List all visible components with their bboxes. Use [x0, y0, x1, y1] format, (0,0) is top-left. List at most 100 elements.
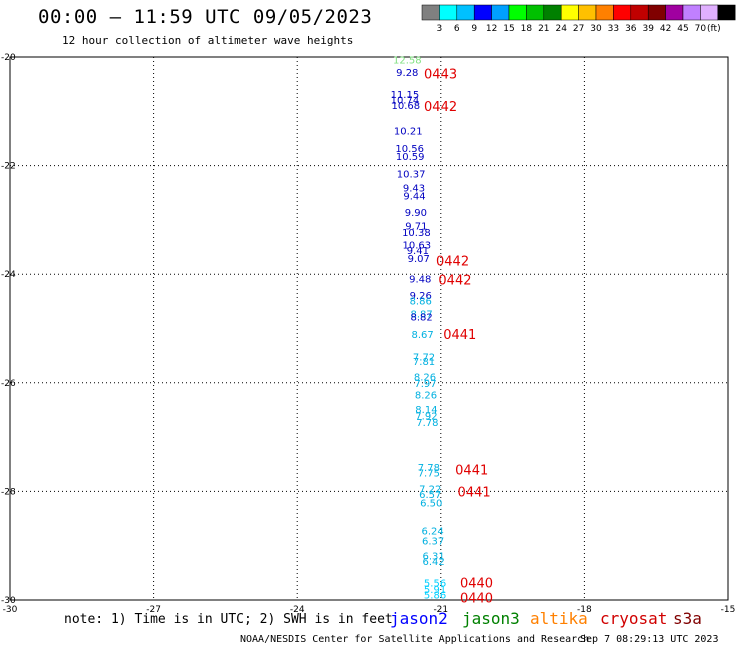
wave-height-label: 8.67: [411, 330, 433, 341]
wave-height-label: 8.26: [414, 372, 436, 383]
wave-height-label: 6.37: [422, 536, 444, 547]
wave-height-label: 9.90: [405, 208, 427, 219]
y-tick-label: -24: [1, 270, 16, 280]
scale-swatch: [439, 4, 458, 21]
scale-tick-label: 45: [677, 24, 688, 34]
legend-jason3: jason3: [462, 609, 520, 628]
chart-title: 00:00 – 11:59 UTC 09/05/2023: [38, 6, 373, 28]
wave-height-label: 7.92: [415, 411, 437, 422]
y-tick-label: -28: [1, 487, 16, 497]
wave-height-label: 7.81: [413, 357, 435, 368]
wave-height-label: 12.58: [393, 56, 422, 67]
scale-tick-label: 18: [521, 24, 533, 34]
scale-swatch: [421, 4, 440, 21]
scale-swatch: [543, 4, 562, 21]
wave-height-label: 7.78: [418, 463, 440, 474]
scale-tick-label: 39: [642, 24, 654, 34]
wave-height-label: 9.07: [408, 254, 430, 265]
x-tick-label: -15: [721, 605, 736, 615]
wave-height-label: 8.26: [415, 391, 437, 402]
x-tick-label: -30: [3, 605, 18, 615]
y-tick-label: -20: [1, 53, 16, 63]
scale-swatch: [491, 4, 510, 21]
pass-time-label: 0441: [443, 328, 476, 343]
scale-swatch: [560, 4, 579, 21]
scale-tick-label: 24: [555, 24, 567, 34]
x-tick-label: -24: [290, 605, 305, 615]
scale-swatch: [665, 4, 684, 21]
wave-height-label: 7.72: [413, 353, 435, 364]
x-tick-label: -21: [433, 605, 448, 615]
scale-swatch: [473, 4, 492, 21]
wave-height-label: 8.87: [411, 309, 433, 320]
wave-height-label: 8.14: [415, 405, 437, 416]
y-tick-label: -22: [1, 162, 16, 172]
pass-time-label: 0441: [455, 464, 488, 479]
scale-tick-label: 33: [608, 24, 619, 34]
wave-height-label: 7.22: [419, 485, 441, 496]
scale-tick-label: 15: [503, 24, 514, 34]
scale-swatch: [613, 4, 632, 21]
wave-height-label: 11.15: [391, 90, 420, 101]
wave-height-label: 6.50: [420, 498, 442, 509]
scale-unit-label: (ft): [707, 24, 721, 34]
scale-swatch: [526, 4, 545, 21]
pass-time-label: 0441: [458, 485, 491, 500]
scale-swatch: [595, 4, 614, 21]
wave-height-label: 6.31: [422, 551, 444, 562]
scale-swatch: [647, 4, 666, 21]
wave-height-label: 9.41: [407, 246, 429, 257]
footer-note: note: 1) Time is in UTC; 2) SWH is in fe…: [64, 612, 393, 627]
scale-tick-label: 42: [660, 24, 671, 34]
wave-height-label: 10.21: [394, 126, 423, 137]
wave-height-label: 8.82: [411, 313, 433, 324]
y-tick-label: -26: [1, 379, 16, 389]
scale-swatch: [717, 4, 736, 21]
wave-height-label: 10.37: [397, 170, 426, 181]
wave-height-label: 9.44: [403, 191, 425, 202]
wave-height-label: 5.86: [424, 591, 446, 602]
pass-time-label: 0442: [436, 255, 469, 270]
wave-height-label: 10.63: [403, 240, 432, 251]
scale-tick-label: 9: [471, 24, 477, 34]
legend-altika: altika: [530, 609, 588, 628]
wave-height-label: 9.48: [409, 275, 431, 286]
wave-height-label: 10.56: [395, 144, 424, 155]
scale-tick-label: 3: [437, 24, 443, 34]
pass-time-label: 0442: [424, 100, 457, 115]
wave-height-label: 10.38: [402, 228, 431, 239]
wave-height-label: 9.28: [396, 68, 418, 79]
generated-timestamp: Sep 7 08:29:13 UTC 2023: [580, 634, 719, 645]
x-tick-label: -27: [146, 605, 161, 615]
scale-tick-label: 6: [454, 24, 460, 34]
pass-time-label: 0440: [460, 591, 493, 606]
scale-swatch: [508, 4, 527, 21]
wave-height-label: 8.86: [410, 296, 432, 307]
scale-tick-label: 36: [625, 24, 637, 34]
credit-line: NOAA/NESDIS Center for Satellite Applica…: [240, 634, 590, 645]
wave-height-label: 9.26: [410, 291, 432, 302]
wave-height-label: 7.78: [416, 418, 438, 429]
wave-height-label: 6.57: [419, 490, 441, 501]
pass-time-label: 0440: [460, 577, 493, 592]
wave-height-label: 7.97: [414, 379, 436, 390]
scale-tick-label: 70: [695, 24, 707, 34]
legend-jason2: jason2: [390, 609, 448, 628]
scale-tick-label: 12: [486, 24, 497, 34]
legend-cryosat: cryosat: [600, 609, 668, 628]
legend-s3a: s3a: [673, 609, 702, 628]
wave-height-label: 5.91: [424, 585, 446, 596]
y-tick-label: -30: [1, 596, 16, 606]
wave-height-label: 5.56: [424, 579, 446, 590]
scale-swatch: [578, 4, 597, 21]
x-tick-label: -18: [577, 605, 592, 615]
scale-swatch: [700, 4, 719, 21]
scale-tick-label: 27: [573, 24, 584, 34]
wave-height-label: 10.74: [391, 95, 420, 106]
wave-height-label: 7.75: [418, 468, 440, 479]
scale-swatch: [630, 4, 649, 21]
pass-time-label: 0443: [424, 67, 457, 82]
wave-height-label: 9.43: [403, 183, 425, 194]
scale-swatch: [456, 4, 475, 21]
